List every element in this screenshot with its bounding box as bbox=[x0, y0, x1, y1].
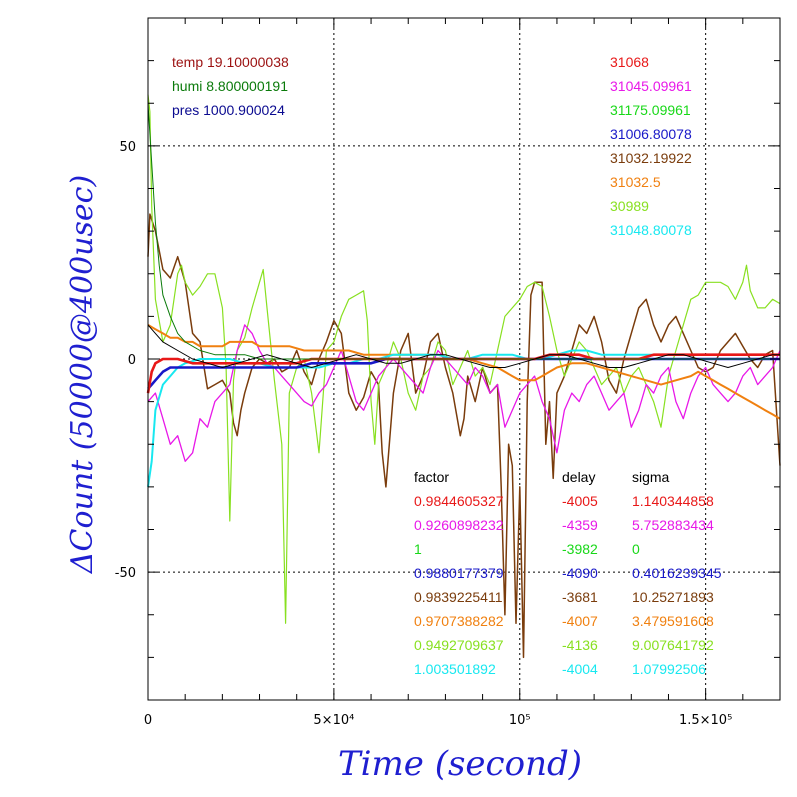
count-entry: 31175.09961 bbox=[610, 102, 691, 118]
tick-labels: 0 5×10⁴ 10⁵ 1.5×10⁵ 50 0 -50 bbox=[115, 140, 733, 728]
x-tick-label: 10⁵ bbox=[509, 713, 531, 728]
series-line-8 bbox=[147, 324, 780, 368]
x-tick-label: 5×10⁴ bbox=[313, 713, 354, 728]
table-cell-factor: 0.9839225411 bbox=[414, 589, 503, 605]
stats-table: factor delay sigma 0.9844605327 -4005 1.14034… bbox=[414, 469, 722, 677]
table-cell-delay: -4090 bbox=[562, 565, 598, 581]
table-cell-sigma: 9.007641792 bbox=[632, 637, 714, 653]
environment-entry: humi 8.800000191 bbox=[172, 78, 288, 94]
table-cell-sigma: 3.479591608 bbox=[632, 613, 714, 629]
table-cell-delay: -4005 bbox=[562, 493, 598, 509]
count-entry: 31048.80078 bbox=[610, 222, 692, 238]
series-line-3 bbox=[147, 324, 781, 420]
table-header: sigma bbox=[632, 469, 670, 485]
table-cell-sigma: 10.25271893 bbox=[632, 589, 714, 605]
table-cell-delay: -4004 bbox=[562, 661, 598, 677]
environment-entry: temp 19.10000038 bbox=[172, 54, 289, 70]
table-header: factor bbox=[414, 469, 449, 485]
table-cell-delay: -4007 bbox=[562, 613, 598, 629]
environment-legend: temp 19.10000038 humi 8.800000191 pres 100… bbox=[172, 54, 289, 118]
count-entry: 31068 bbox=[610, 54, 649, 70]
x-axis-title: Time (second) bbox=[338, 744, 582, 784]
table-cell-sigma: 0.4016239345 bbox=[632, 565, 722, 581]
series-line-7 bbox=[147, 103, 780, 360]
table-cell-factor: 1.003501892 bbox=[414, 661, 496, 677]
count-legend: 31068 31045.09961 31175.09961 31006.80078 31… bbox=[610, 54, 692, 238]
table-cell-factor: 0.9492709637 bbox=[414, 637, 504, 653]
table-cell-sigma: 1.140344858 bbox=[632, 493, 714, 509]
table-cell-factor: 0.9844605327 bbox=[414, 493, 504, 509]
table-cell-sigma: 5.752883434 bbox=[632, 517, 714, 533]
table-header: delay bbox=[562, 469, 595, 485]
y-tick-label: 50 bbox=[119, 140, 136, 155]
count-entry: 31006.80078 bbox=[610, 126, 692, 142]
table-cell-factor: 0.9880177379 bbox=[414, 565, 504, 581]
table-cell-delay: -4359 bbox=[562, 517, 598, 533]
table-cell-delay: -3681 bbox=[562, 589, 598, 605]
table-cell-delay: -4136 bbox=[562, 637, 598, 653]
environment-entry: pres 1000.900024 bbox=[172, 102, 285, 118]
table-cell-factor: 1 bbox=[414, 541, 422, 557]
table-cell-sigma: 0 bbox=[632, 541, 640, 557]
y-tick-label: 0 bbox=[128, 353, 136, 368]
x-tick-label: 1.5×10⁵ bbox=[679, 713, 732, 728]
series-line-2 bbox=[147, 324, 781, 462]
x-tick-label: 0 bbox=[144, 713, 152, 728]
series-layer bbox=[146, 94, 781, 659]
table-cell-sigma: 1.07992506 bbox=[632, 661, 706, 677]
count-entry: 31032.19922 bbox=[610, 150, 692, 166]
table-cell-delay: -3982 bbox=[562, 541, 598, 557]
plot-frame bbox=[147, 17, 781, 701]
series-line-0 bbox=[147, 213, 781, 659]
count-entry: 30989 bbox=[610, 198, 649, 214]
count-entry: 31045.09961 bbox=[610, 78, 692, 94]
y-axis-title: ΔCount (50000@400usec) bbox=[65, 175, 100, 574]
table-cell-factor: 0.9260898232 bbox=[414, 517, 504, 533]
count-entry: 31032.5 bbox=[610, 174, 661, 190]
y-tick-label: -50 bbox=[115, 566, 136, 581]
table-cell-factor: 0.9707388282 bbox=[414, 613, 504, 629]
